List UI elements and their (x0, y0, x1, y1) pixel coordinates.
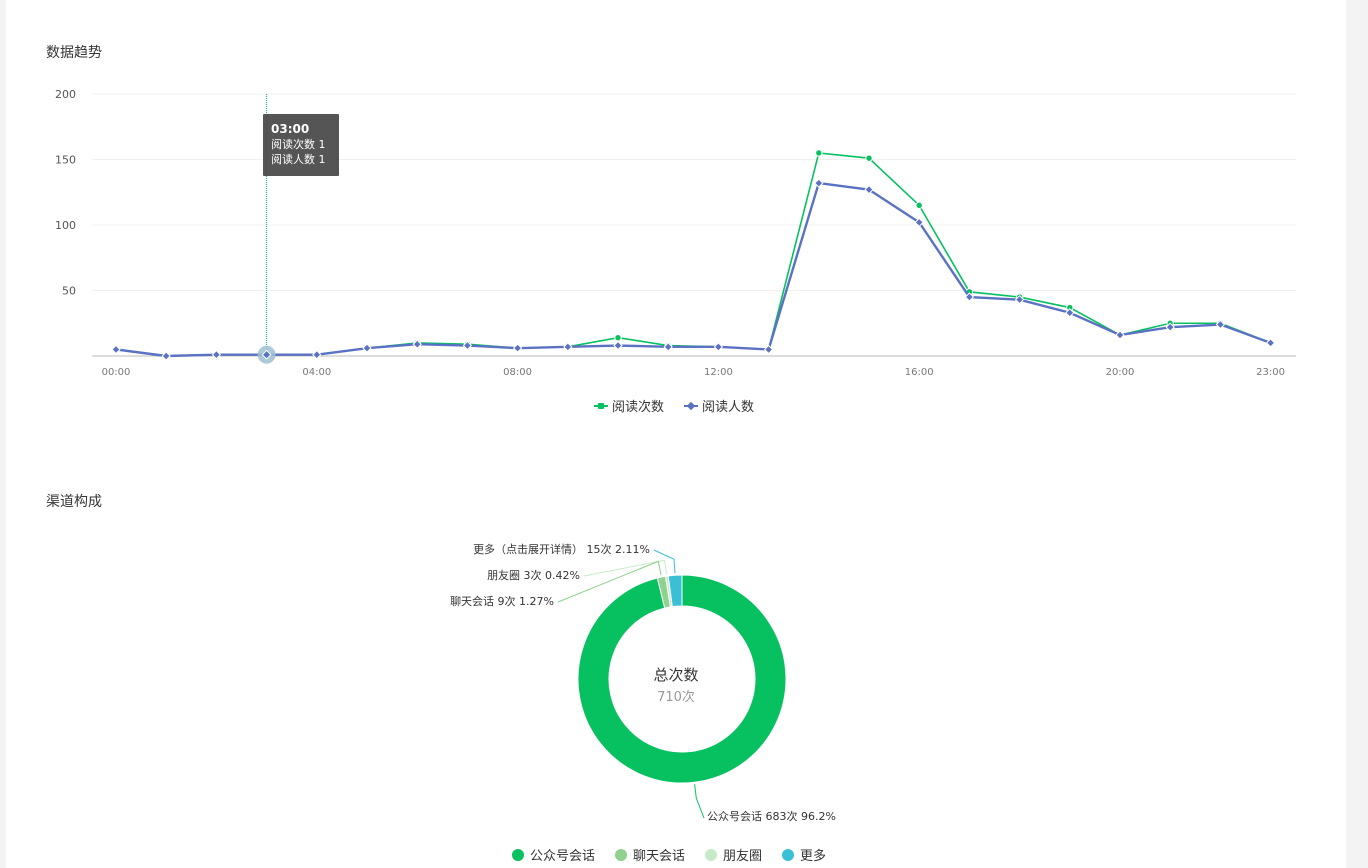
point-readers (462, 340, 473, 351)
point-readers (563, 342, 573, 352)
x-tick-label: 20:00 (1106, 367, 1135, 378)
legend-more-label: 更多 (800, 849, 827, 864)
chart-tooltip: 03:00 阅读次数 1 阅读人数 1 (263, 114, 339, 176)
legend-moments-dot-icon (705, 848, 718, 861)
point-readers (1065, 308, 1075, 318)
legend-chat-label: 聊天会话 (633, 849, 686, 864)
report-card: 数据趋势 50 100 150 200 00:00 04:00 08:00 12:00 16:0… (6, 0, 1346, 868)
y-tick-label: 150 (55, 154, 76, 167)
point-readers (312, 350, 322, 360)
point-readers (1165, 322, 1175, 332)
channel-section-title: 渠道构成 (46, 494, 102, 510)
legend-item-moments[interactable]: 朋友圈 (705, 845, 762, 864)
legend-official-label: 公众号会话 (530, 849, 596, 864)
legend-item-more[interactable]: 更多 (782, 845, 826, 864)
trend-section-title: 数据趋势 (46, 45, 102, 61)
label-chat: 聊天会话 9次 1.27% (450, 594, 554, 608)
legend-official-dot-icon (512, 848, 524, 861)
label-leader-line (557, 560, 662, 603)
x-tick-label: 00:00 (102, 367, 131, 378)
legend-chat-dot-icon (615, 848, 628, 861)
tooltip-time: 03:00 (271, 122, 310, 136)
point-readers (211, 350, 222, 360)
trend-line-chart[interactable]: 50 100 150 200 00:00 04:00 08:00 12:00 16:00 20:0… (6, 80, 1326, 390)
point-readers (914, 217, 924, 228)
y-tick-label: 50 (62, 285, 76, 298)
legend-reads-label: 阅读次数 (612, 400, 665, 415)
legend-item-readers[interactable]: 阅读人数 (684, 396, 754, 415)
point-readers (1115, 330, 1125, 340)
point-readers (512, 343, 523, 353)
point-readers (663, 342, 673, 352)
point-readers (161, 351, 171, 361)
label-leader-line (583, 559, 668, 577)
label-leader-line (653, 549, 676, 574)
point-readers (111, 344, 121, 355)
label-moments: 朋友圈 3次 0.42% (487, 568, 580, 582)
tooltip-reads: 阅读次数 1 (271, 138, 326, 151)
point-readers (1014, 295, 1025, 305)
point-readers (1215, 319, 1226, 330)
point-reads (915, 201, 923, 210)
point-readers (763, 344, 774, 355)
x-tick-label: 23:00 (1256, 367, 1285, 378)
legend-reads-swatch-icon (594, 402, 608, 409)
x-tick-label: 08:00 (503, 367, 532, 378)
legend-moments-label: 朋友圈 (723, 849, 763, 864)
tooltip-readers: 阅读人数 1 (271, 153, 326, 166)
legend-readers-label: 阅读人数 (702, 400, 755, 415)
donut-slice-0 (577, 574, 787, 784)
point-readers (713, 342, 724, 352)
point-reads (614, 333, 622, 342)
point-readers (1265, 338, 1276, 348)
point-readers (864, 184, 874, 195)
point-reads (865, 154, 873, 162)
legend-more-dot-icon (782, 848, 795, 861)
donut-slice-3 (667, 574, 683, 608)
x-tick-label: 16:00 (905, 367, 934, 378)
donut-center-title: 总次数 (653, 666, 698, 684)
label-more: 更多（点击展开详情） 15次 2.11% (473, 542, 650, 556)
channel-legend: 公众号会话 聊天会话 朋友圈 更多 (512, 845, 826, 864)
legend-item-official[interactable]: 公众号会话 (512, 845, 595, 864)
y-tick-label: 100 (55, 219, 76, 232)
point-reads (815, 149, 823, 157)
point-readers (613, 340, 623, 351)
x-tick-label: 04:00 (302, 367, 331, 378)
point-readers (412, 339, 422, 349)
legend-item-chat[interactable]: 聊天会话 (615, 845, 685, 864)
y-tick-label: 200 (55, 88, 76, 101)
legend-readers-swatch-icon (684, 401, 699, 410)
x-tick-label: 12:00 (704, 367, 733, 378)
label-official: 公众号会话 683次 96.2% (707, 809, 836, 823)
series-line-1 (115, 181, 1272, 358)
hover-point (261, 349, 272, 360)
point-readers (362, 343, 372, 353)
label-leader-line (694, 784, 705, 819)
point-readers (814, 178, 824, 188)
point-readers (964, 292, 975, 302)
donut-center-value: 710次 (657, 689, 695, 705)
channel-donut-chart[interactable]: 总次数 710次 更多（点击展开详情） 15次 2.11% 朋友圈 3次 0.4… (306, 530, 1046, 830)
legend-item-reads[interactable]: 阅读次数 (594, 396, 664, 415)
trend-legend: 阅读次数 阅读人数 (594, 396, 754, 415)
